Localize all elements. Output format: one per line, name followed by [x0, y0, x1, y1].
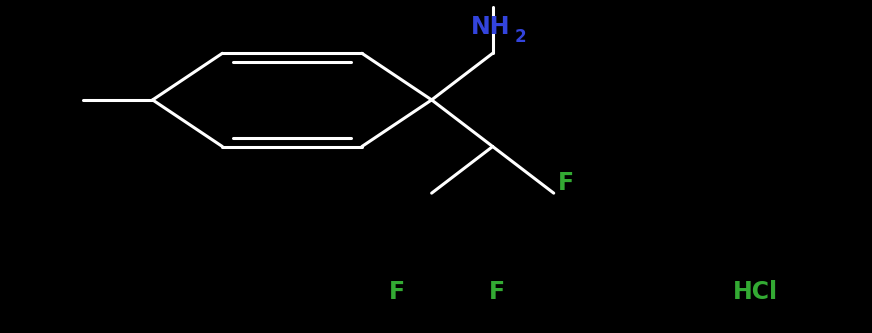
Text: F: F — [489, 280, 505, 304]
Text: NH: NH — [471, 15, 510, 39]
Text: HCl: HCl — [732, 280, 778, 304]
Text: F: F — [558, 171, 574, 195]
Text: 2: 2 — [514, 28, 526, 46]
Text: F: F — [389, 280, 405, 304]
